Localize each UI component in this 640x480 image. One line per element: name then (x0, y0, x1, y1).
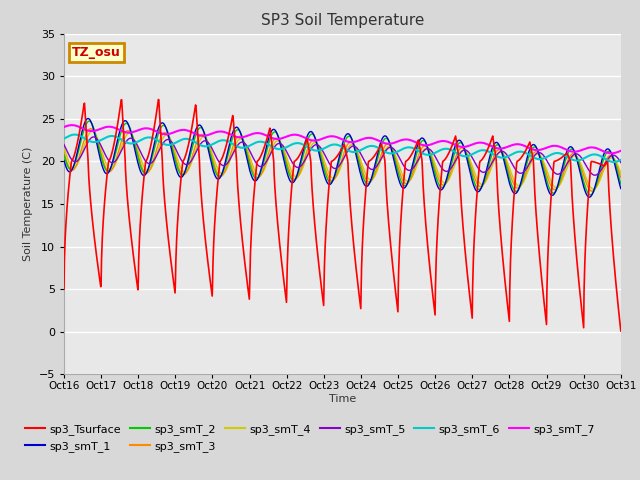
sp3_smT_3 (184, 166, 192, 172)
sp3_smT_3 (429, 160, 437, 166)
sp3_smT_6 (429, 151, 437, 156)
sp3_smT_3 (246, 161, 254, 167)
sp3_Tsurface (171, 287, 179, 293)
sp3_smT_7 (60, 124, 68, 130)
sp3_smT_4 (589, 186, 597, 192)
sp3_Tsurface (246, 250, 254, 255)
sp3_smT_7 (551, 143, 559, 149)
sp3_smT_2 (246, 165, 254, 170)
sp3_smT_5 (591, 172, 598, 178)
sp3_smT_3 (502, 158, 509, 164)
sp3_smT_2 (551, 189, 559, 195)
sp3_smT_4 (551, 184, 559, 190)
sp3_smT_7 (68, 122, 76, 128)
sp3_smT_1 (184, 157, 192, 163)
sp3_smT_1 (60, 157, 68, 163)
Line: sp3_smT_1: sp3_smT_1 (64, 119, 621, 197)
sp3_smT_2 (587, 192, 595, 198)
sp3_smT_5 (246, 150, 254, 156)
sp3_smT_3 (617, 175, 625, 180)
sp3_smT_3 (87, 126, 95, 132)
sp3_smT_1 (84, 116, 92, 121)
sp3_smT_5 (184, 161, 192, 167)
sp3_smT_1 (429, 168, 437, 174)
sp3_smT_5 (617, 160, 625, 166)
X-axis label: Time: Time (329, 394, 356, 404)
sp3_smT_2 (184, 160, 192, 166)
sp3_smT_1 (502, 166, 509, 171)
Line: sp3_smT_7: sp3_smT_7 (64, 125, 621, 153)
Legend: sp3_Tsurface, sp3_smT_1, sp3_smT_2, sp3_smT_3, sp3_smT_4, sp3_smT_5, sp3_smT_6, : sp3_Tsurface, sp3_smT_1, sp3_smT_2, sp3_… (25, 424, 595, 452)
sp3_Tsurface (184, 143, 192, 149)
Text: TZ_osu: TZ_osu (72, 46, 121, 59)
sp3_smT_3 (588, 188, 596, 194)
sp3_Tsurface (551, 158, 559, 164)
Title: SP3 Soil Temperature: SP3 Soil Temperature (260, 13, 424, 28)
sp3_Tsurface (502, 287, 509, 293)
sp3_smT_7 (184, 128, 192, 133)
sp3_smT_2 (85, 118, 93, 124)
Line: sp3_smT_3: sp3_smT_3 (64, 129, 621, 191)
sp3_smT_7 (246, 132, 254, 137)
sp3_Tsurface (155, 96, 163, 102)
sp3_smT_2 (617, 181, 625, 187)
sp3_smT_7 (607, 150, 615, 156)
Line: sp3_smT_5: sp3_smT_5 (64, 137, 621, 175)
sp3_Tsurface (429, 296, 437, 301)
sp3_smT_6 (502, 154, 509, 160)
sp3_smT_6 (610, 159, 618, 165)
sp3_smT_6 (60, 136, 68, 142)
sp3_smT_1 (171, 160, 179, 166)
sp3_Tsurface (60, 286, 68, 292)
sp3_smT_6 (617, 157, 625, 163)
sp3_smT_4 (184, 167, 192, 173)
sp3_smT_4 (171, 147, 179, 153)
sp3_smT_4 (60, 144, 68, 150)
sp3_smT_5 (60, 142, 68, 147)
Line: sp3_smT_4: sp3_smT_4 (64, 132, 621, 189)
sp3_smT_2 (60, 152, 68, 158)
sp3_smT_1 (551, 190, 559, 195)
sp3_smT_3 (60, 150, 68, 156)
Line: sp3_Tsurface: sp3_Tsurface (64, 99, 621, 331)
sp3_smT_6 (551, 150, 559, 156)
sp3_smT_3 (551, 187, 559, 192)
sp3_smT_4 (88, 129, 96, 134)
sp3_smT_2 (429, 163, 437, 169)
sp3_smT_1 (246, 170, 254, 176)
Y-axis label: Soil Temperature (C): Soil Temperature (C) (23, 147, 33, 261)
sp3_smT_7 (502, 144, 509, 150)
sp3_smT_7 (429, 141, 437, 146)
sp3_smT_4 (502, 156, 509, 162)
sp3_smT_6 (171, 140, 179, 146)
sp3_smT_5 (429, 150, 437, 156)
sp3_smT_5 (551, 170, 559, 176)
sp3_smT_4 (617, 170, 625, 176)
sp3_Tsurface (617, 328, 625, 334)
sp3_smT_1 (586, 194, 593, 200)
sp3_smT_6 (184, 136, 192, 142)
sp3_smT_5 (90, 134, 97, 140)
sp3_smT_7 (617, 148, 625, 154)
sp3_smT_4 (246, 156, 254, 162)
Line: sp3_smT_2: sp3_smT_2 (64, 121, 621, 195)
sp3_smT_1 (617, 186, 625, 192)
sp3_smT_5 (502, 151, 509, 156)
Line: sp3_smT_6: sp3_smT_6 (64, 134, 621, 162)
sp3_smT_4 (429, 156, 437, 162)
sp3_smT_2 (502, 161, 509, 167)
sp3_smT_6 (71, 132, 79, 137)
sp3_smT_6 (246, 143, 254, 148)
sp3_smT_7 (171, 129, 179, 135)
sp3_smT_2 (171, 155, 179, 161)
sp3_smT_5 (171, 144, 179, 150)
sp3_smT_3 (171, 152, 179, 158)
